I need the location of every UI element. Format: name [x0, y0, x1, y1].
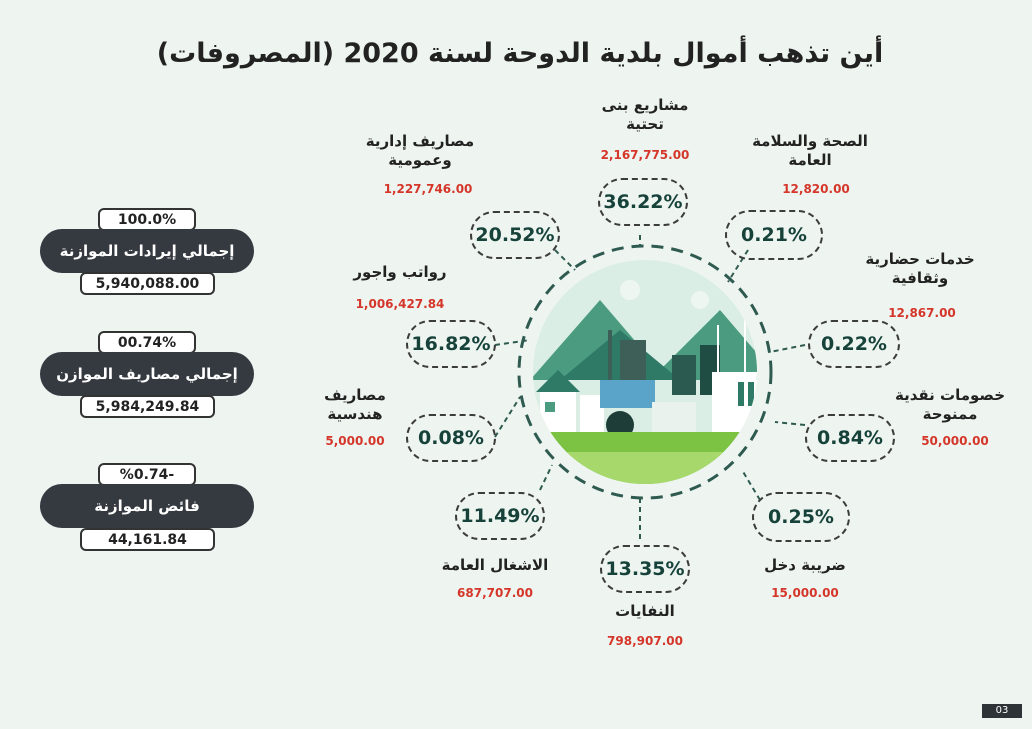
discounts-label: خصومات نقدية ممنوحة	[894, 386, 1006, 423]
salaries-percent: 16.82%	[406, 320, 496, 368]
expenses-percent-badge: 00.74%	[98, 331, 196, 354]
health-percent: 0.21%	[725, 210, 823, 260]
publicworks-amount: 687,707.00	[457, 586, 533, 600]
discounts-amount: 50,000.00	[921, 434, 989, 448]
health-label: الصحة والسلامة العامة	[752, 132, 868, 169]
publicworks-percent: 11.49%	[455, 492, 545, 540]
waste-amount: 798,907.00	[607, 634, 683, 648]
publicworks-label: الاشغال العامة	[441, 556, 549, 574]
admin-amount: 1,227,746.00	[383, 182, 473, 196]
revenue-amount-badge: 5,940,088.00	[80, 272, 215, 295]
discounts-percent: 0.84%	[805, 414, 895, 462]
surplus-percent-badge: %0.74-	[98, 463, 196, 486]
expenses-amount-badge: 5,984,249.84	[80, 395, 215, 418]
salaries-label: رواتب واجور	[353, 263, 447, 281]
dashed-ring	[517, 244, 773, 500]
infra-amount: 2,167,775.00	[600, 148, 690, 162]
waste-percent: 13.35%	[600, 545, 690, 593]
infra-label: مشاريع بنى تحتية	[601, 96, 689, 133]
incometax-label: ضريبة دخل	[764, 556, 846, 574]
engineering-amount: 5,000.00	[325, 434, 385, 448]
connector-lines	[494, 235, 806, 540]
page-title: أين تذهب أموال بلدية الدوحة لسنة 2020 (ا…	[156, 38, 884, 69]
culture-amount: 12,867.00	[888, 306, 956, 320]
admin-label: مصاريف إدارية وعمومية	[365, 132, 475, 169]
expenses-label-pill: إجمالي مصاريف الموازن	[40, 352, 254, 396]
engineering-percent: 0.08%	[406, 414, 496, 462]
waste-label: النفايات	[615, 602, 675, 620]
surplus-label-pill: فائض الموازنة	[40, 484, 254, 528]
culture-label: خدمات حضارية وثقافية	[865, 250, 975, 287]
incometax-percent: 0.25%	[752, 492, 850, 542]
engineering-label: مصاريف هندسية	[324, 386, 386, 423]
surplus-amount-badge: 44,161.84	[80, 528, 215, 551]
salaries-amount: 1,006,427.84	[355, 297, 445, 311]
page-number: 03	[982, 704, 1022, 718]
revenue-label-pill: إجمالي إيرادات الموازنة	[40, 229, 254, 273]
revenue-percent-badge: 100.0%	[98, 208, 196, 231]
admin-percent: 20.52%	[470, 211, 560, 259]
incometax-amount: 15,000.00	[771, 586, 839, 600]
infra-percent: 36.22%	[598, 178, 688, 226]
culture-percent: 0.22%	[808, 320, 900, 368]
health-amount: 12,820.00	[782, 182, 850, 196]
